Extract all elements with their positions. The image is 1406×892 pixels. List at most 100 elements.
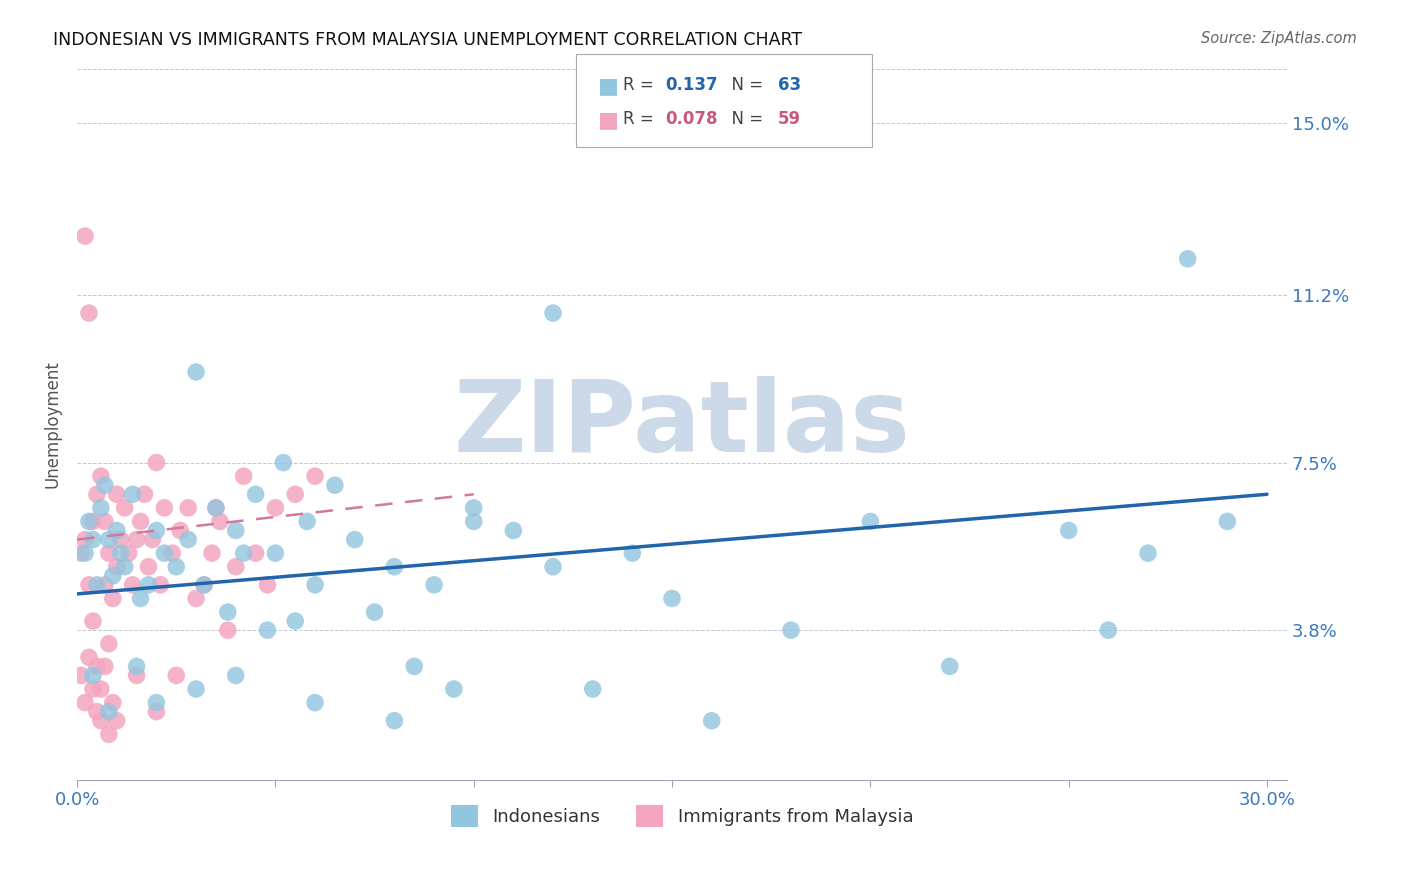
Point [82,681,104,696]
Point [97,727,120,741]
Point [153,500,176,515]
Point [859,515,882,529]
Point [101,591,124,606]
Point [70,546,93,560]
Point [205,500,228,515]
Point [165,668,187,682]
Point [82,668,104,682]
Point [621,546,644,560]
Point [138,559,160,574]
Point [938,659,960,673]
Point [129,591,152,606]
Point [145,705,167,719]
Point [105,524,128,538]
Point [97,637,120,651]
Point [125,533,148,547]
Point [77,650,100,665]
Point [541,559,564,574]
Text: N =: N = [721,76,769,94]
Point [780,623,803,637]
Point [97,546,120,560]
Text: R =: R = [623,76,659,94]
Point [177,500,200,515]
Point [256,623,278,637]
Point [70,668,93,682]
Point [463,515,485,529]
Point [125,659,148,673]
Point [86,705,108,719]
Point [73,229,96,244]
Point [245,487,267,501]
Point [232,546,254,560]
Point [661,591,683,606]
Point [343,533,366,547]
Point [225,559,247,574]
Point [149,578,172,592]
Point [97,533,120,547]
Point [77,578,100,592]
Point [105,487,128,501]
Point [264,500,287,515]
Point [165,559,187,574]
Legend: Indonesians, Immigrants from Malaysia: Indonesians, Immigrants from Malaysia [443,798,921,835]
Point [1216,515,1239,529]
Point [245,546,267,560]
Point [141,533,163,547]
Point [184,591,207,606]
Point [94,478,117,492]
Point [295,515,318,529]
Point [77,306,100,320]
Point [105,559,128,574]
Point [264,546,287,560]
Point [138,578,160,592]
Point [125,668,148,682]
Point [208,515,231,529]
Point [101,569,124,583]
Point [169,524,191,538]
Point [184,365,207,379]
Point [193,578,215,592]
Text: INDONESIAN VS IMMIGRANTS FROM MALAYSIA UNEMPLOYMENT CORRELATION CHART: INDONESIAN VS IMMIGRANTS FROM MALAYSIA U… [53,31,803,49]
Point [1097,623,1119,637]
Point [97,705,120,719]
Point [256,578,278,592]
Point [273,456,295,470]
Point [105,714,128,728]
Point [134,487,156,501]
Point [90,469,112,483]
Point [73,696,96,710]
Point [94,659,117,673]
Point [502,524,524,538]
Point [121,487,143,501]
Point [82,515,104,529]
Text: 63: 63 [778,76,800,94]
Point [463,500,485,515]
Point [1177,252,1199,266]
Point [443,681,465,696]
Point [582,681,605,696]
Point [94,515,117,529]
Point [110,546,132,560]
Point [118,546,141,560]
Point [121,578,143,592]
Point [114,559,136,574]
Point [73,546,96,560]
Point [110,533,132,547]
Y-axis label: Unemployment: Unemployment [44,360,60,488]
Text: ZIPatlas: ZIPatlas [454,376,911,473]
Point [162,546,184,560]
Point [153,546,176,560]
Point [86,578,108,592]
Point [77,515,100,529]
Text: N =: N = [721,110,769,128]
Text: R =: R = [623,110,659,128]
Point [177,533,200,547]
Point [94,578,117,592]
Point [184,681,207,696]
Point [423,578,446,592]
Point [205,500,228,515]
Point [323,478,346,492]
Point [384,559,406,574]
Point [201,546,224,560]
Point [90,681,112,696]
